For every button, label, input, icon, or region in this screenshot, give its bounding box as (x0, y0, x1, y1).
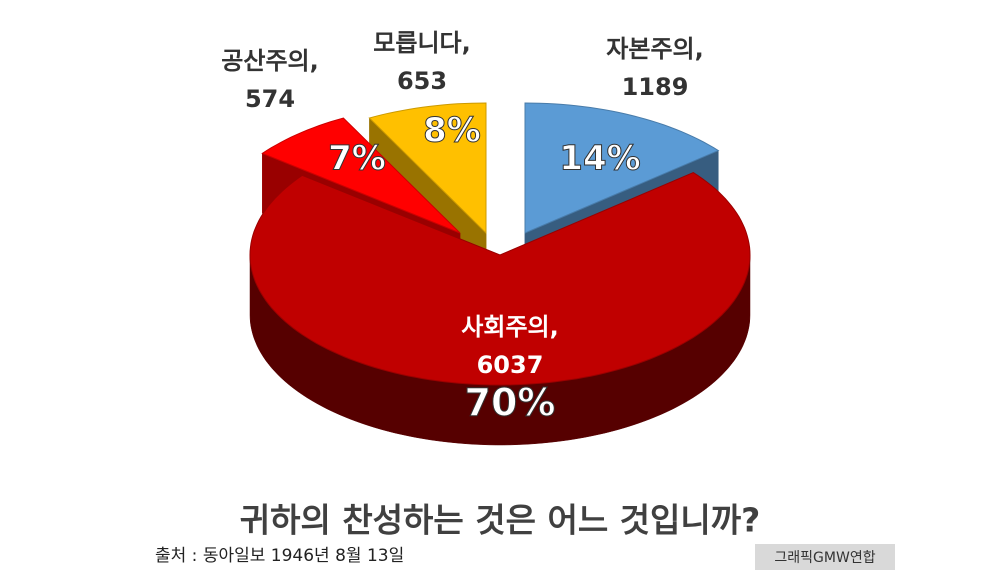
source: 출처 : 동아일보 1946년 8월 13일 (155, 546, 404, 566)
value-label: 6037 (477, 351, 544, 379)
slice (524, 102, 720, 234)
slice (249, 172, 751, 446)
percent-label: 70% (465, 381, 556, 425)
credit: 그래픽GMW연합 (774, 550, 875, 566)
category-label: 모릅니다, (373, 29, 470, 57)
credit-box (755, 544, 895, 570)
slice (261, 117, 461, 234)
pie (249, 102, 751, 446)
slice (249, 172, 751, 386)
percent-label: 7% (328, 139, 386, 179)
category-label: 자본주의, (606, 35, 703, 63)
value-label: 653 (397, 67, 447, 95)
value-label: 1189 (622, 73, 689, 101)
percent-label: 14% (559, 139, 640, 179)
slice (368, 102, 487, 235)
percent-label: 8% (423, 111, 481, 151)
category-label: 공산주의, (221, 47, 318, 75)
value-label: 574 (245, 85, 295, 113)
chart-title: 귀하의 찬성하는 것은 어느 것입니까? (240, 501, 761, 540)
category-label: 사회주의, (461, 313, 558, 341)
